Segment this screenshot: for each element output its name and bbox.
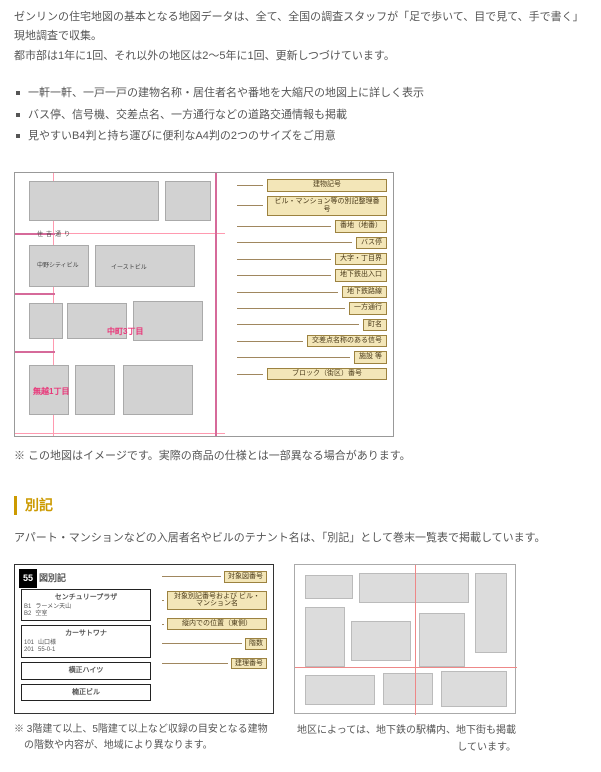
- legend-group-title: センチュリープラザ: [24, 592, 148, 604]
- legend-callout: 建理番号: [231, 658, 267, 670]
- legend-list: センチュリープラザ B1ラーメン天山 B2空室 カーサトワナ 101山口様 20…: [21, 589, 151, 705]
- legend-callout: 縦内での位置（東側）: [167, 618, 267, 630]
- legend-group-title: カーサトワナ: [24, 628, 148, 640]
- map-disclaimer: ※ この地図はイメージです。実際の商品の仕様とは一部異なる場合があります。: [14, 447, 587, 466]
- intro-text: ゼンリンの住宅地図の基本となる地図データは、全て、全国の調査スタッフが「足で歩い…: [14, 8, 587, 66]
- legend-callout: 対象別記番号および ビル・マンション名: [167, 591, 267, 610]
- map-figure-block: 住吉通り 中野シティビル イーストビル 中町3丁目 無越1丁目 建物記号 ビル・…: [14, 172, 587, 466]
- map-area-label: 中町3丁目: [107, 325, 143, 339]
- legend-title: 図別記: [39, 573, 66, 583]
- legend-badge: 55: [19, 569, 37, 588]
- map-area-label: 無越1丁目: [33, 385, 69, 399]
- map-pane: 住吉通り 中野シティビル イーストビル 中町3丁目 無越1丁目: [15, 173, 225, 436]
- callout: ビル・マンション等の別記整理番号: [267, 196, 387, 217]
- section-heading-bekki: 別記: [14, 496, 587, 516]
- callout: 建物記号: [267, 179, 387, 191]
- callout: 地下鉄路線: [342, 286, 387, 298]
- intro-line-1: ゼンリンの住宅地図の基本となる地図データは、全て、全国の調査スタッフが「足で歩い…: [14, 8, 587, 45]
- station-column: 地区によっては、地下鉄の駅構内、地下街も掲載しています。: [294, 564, 516, 756]
- callout: 施設 等: [354, 351, 387, 363]
- page-content: ゼンリンの住宅地図の基本となる地図データは、全て、全国の調査スタッフが「足で歩い…: [0, 0, 601, 772]
- feature-item: 見やすいB4判と持ち運びに便利なA4判の2つのサイズをご用意: [14, 127, 587, 146]
- legend-group-title: 横正ハイツ: [24, 665, 148, 677]
- feature-list: 一軒一軒、一戸一戸の建物名称・居住者名や番地を大縮尺の地図上に詳しく表示 バス停…: [14, 84, 587, 146]
- legend-image: 55 図別記 センチュリープラザ B1ラーメン天山 B2空室 カーサトワナ 10…: [14, 564, 274, 714]
- figure-row: 55 図別記 センチュリープラザ B1ラーメン天山 B2空室 カーサトワナ 10…: [14, 564, 587, 756]
- callout: 番地（地番）: [335, 220, 387, 232]
- legend-group-title: 楠正ビル: [24, 687, 148, 699]
- station-caption: 地区によっては、地下鉄の駅構内、地下街も掲載しています。: [294, 722, 516, 756]
- section-para: アパート・マンションなどの入居者名やビルのテナント名は、「別記」として巻末一覧表…: [14, 529, 587, 548]
- callout: 一方通行: [349, 302, 387, 314]
- map-callout-list: 建物記号 ビル・マンション等の別記整理番号 番地（地番） バス停 大字・丁目界 …: [237, 179, 387, 380]
- callout: 大字・丁目界: [335, 253, 387, 265]
- map-label-bldg: 中野シティビル: [37, 261, 79, 271]
- legend-note: ※ 3階建て以上、5階建て以上など収録の目安となる建物の階数や内容が、地域により…: [14, 722, 274, 753]
- map-image: 住吉通り 中野シティビル イーストビル 中町3丁目 無越1丁目 建物記号 ビル・…: [14, 172, 394, 437]
- feature-item: バス停、信号機、交差点名、一方通行などの道路交通情報も掲載: [14, 106, 587, 125]
- callout: 町名: [363, 319, 387, 331]
- legend-callout: 階数: [245, 638, 267, 650]
- callout: バス停: [356, 237, 387, 249]
- station-image: [294, 564, 516, 714]
- legend-column: 55 図別記 センチュリープラザ B1ラーメン天山 B2空室 カーサトワナ 10…: [14, 564, 274, 753]
- callout: ブロック（街区）番号: [267, 368, 387, 380]
- map-label-road: 住吉通り: [37, 230, 73, 240]
- intro-line-2: 都市部は1年に1回、それ以外の地区は2～5年に1回、更新しつづけています。: [14, 47, 587, 66]
- callout: 地下鉄出入口: [335, 269, 387, 281]
- feature-item: 一軒一軒、一戸一戸の建物名称・居住者名や番地を大縮尺の地図上に詳しく表示: [14, 84, 587, 103]
- callout: 交差点名称のある信号: [307, 335, 387, 347]
- legend-callout-list: 対象図番号 対象別記番号および ビル・マンション名 縦内での位置（東側） 階数 …: [162, 571, 267, 669]
- map-label-bldg: イーストビル: [111, 263, 147, 273]
- legend-callout: 対象図番号: [224, 571, 267, 583]
